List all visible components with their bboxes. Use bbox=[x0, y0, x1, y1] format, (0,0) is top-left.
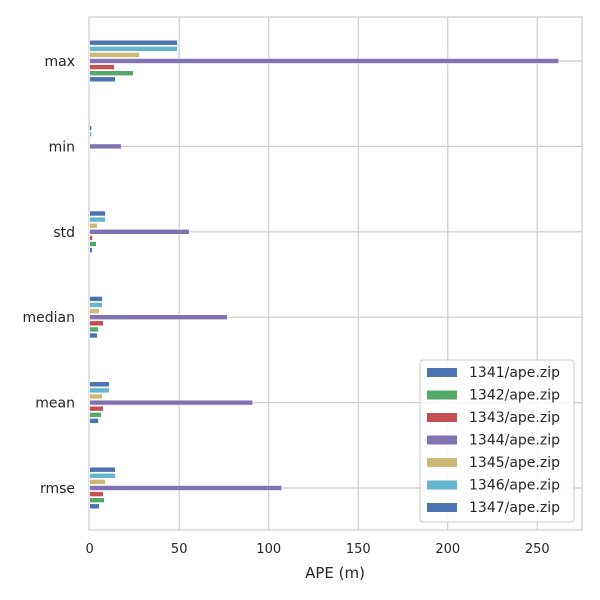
bar-1346-ape-zip-max bbox=[89, 45, 178, 52]
y-tick-label-median: median bbox=[23, 310, 75, 326]
bar-1347-ape-zip-mean bbox=[89, 381, 110, 388]
legend-swatch bbox=[427, 413, 457, 422]
bar-1343-ape-zip-min bbox=[89, 149, 91, 156]
bar-1344-ape-zip-max bbox=[89, 58, 560, 64]
bar-1342-ape-zip-std bbox=[89, 241, 97, 247]
bar-1346-ape-zip-mean bbox=[89, 387, 110, 394]
bar-1342-ape-zip-min bbox=[89, 155, 91, 162]
legend-swatch bbox=[427, 390, 457, 400]
bar-1347-ape-zip-std bbox=[89, 210, 106, 217]
bar-1345-ape-zip-mean bbox=[89, 393, 103, 400]
x-tick-label: 50 bbox=[171, 542, 188, 557]
bar-1343-ape-zip-rmse bbox=[89, 491, 104, 497]
x-tick-label: 200 bbox=[435, 542, 460, 557]
bar-1341-ape-zip-max bbox=[89, 76, 116, 83]
legend-label: 1341/ape.zip bbox=[469, 365, 560, 381]
legend-box bbox=[419, 359, 575, 523]
legend-label: 1343/ape.zip bbox=[469, 410, 560, 426]
bar-1347-ape-zip-max bbox=[89, 39, 178, 46]
bar-1341-ape-zip-mean bbox=[89, 418, 99, 424]
bar-1344-ape-zip-mean bbox=[89, 399, 254, 406]
bar-1343-ape-zip-std bbox=[89, 235, 93, 241]
bar-1342-ape-zip-median bbox=[89, 326, 99, 333]
legend-label: 1346/ape.zip bbox=[469, 478, 560, 494]
bar-1346-ape-zip-std bbox=[89, 216, 106, 223]
bar-1347-ape-zip-min bbox=[89, 125, 92, 131]
bar-1341-ape-zip-median bbox=[89, 332, 98, 339]
bar-1342-ape-zip-rmse bbox=[89, 497, 105, 504]
bar-1347-ape-zip-median bbox=[89, 296, 103, 302]
legend-swatch bbox=[427, 503, 457, 512]
bar-1343-ape-zip-mean bbox=[89, 405, 104, 412]
legend-swatch bbox=[427, 368, 457, 377]
bar-1345-ape-zip-median bbox=[89, 308, 100, 314]
bar-1347-ape-zip-rmse bbox=[89, 466, 116, 473]
legend: 1341/ape.zip 1342/ape.zip 1343/ape.zip 1344… bbox=[419, 359, 575, 523]
bar-1341-ape-zip-rmse bbox=[89, 503, 100, 510]
bar-1342-ape-zip-max bbox=[89, 70, 134, 76]
legend-label: 1344/ape.zip bbox=[469, 433, 560, 449]
bar-1341-ape-zip-std bbox=[89, 247, 93, 253]
legend-swatch bbox=[427, 435, 457, 445]
y-tick-label-max: max bbox=[44, 54, 75, 70]
bar-1344-ape-zip-min bbox=[89, 143, 122, 150]
bar-1345-ape-zip-std bbox=[89, 222, 98, 229]
bar-1342-ape-zip-mean bbox=[89, 411, 102, 418]
legend-label: 1342/ape.zip bbox=[469, 388, 560, 404]
legend-label: 1347/ape.zip bbox=[469, 500, 560, 516]
bar-1343-ape-zip-median bbox=[89, 320, 104, 327]
y-tick-label-rmse: rmse bbox=[40, 481, 75, 497]
bar-1346-ape-zip-rmse bbox=[89, 472, 116, 479]
bar-1346-ape-zip-min bbox=[89, 131, 92, 137]
y-tick-label-std: std bbox=[53, 225, 75, 241]
y-tick-label-mean: mean bbox=[35, 396, 75, 412]
legend-swatch bbox=[427, 480, 457, 490]
bar-1345-ape-zip-rmse bbox=[89, 479, 106, 485]
x-axis-label: APE (m) bbox=[305, 564, 365, 582]
bar-1344-ape-zip-rmse bbox=[89, 485, 283, 491]
x-tick-label: 0 bbox=[86, 542, 94, 557]
bar-1346-ape-zip-median bbox=[89, 302, 103, 308]
x-tick-label: 150 bbox=[346, 542, 371, 557]
bar-1341-ape-zip-min bbox=[89, 161, 91, 168]
bar-1344-ape-zip-std bbox=[89, 229, 190, 235]
legend-swatch bbox=[427, 458, 457, 467]
y-tick-label-min: min bbox=[49, 139, 75, 155]
bar-1345-ape-zip-max bbox=[89, 52, 140, 58]
legend-label: 1345/ape.zip bbox=[469, 455, 560, 471]
x-tick-label: 250 bbox=[525, 542, 550, 557]
x-tick-label: 100 bbox=[256, 542, 281, 557]
bar-1343-ape-zip-max bbox=[89, 64, 115, 70]
bar-1345-ape-zip-min bbox=[89, 137, 91, 144]
bar-1344-ape-zip-median bbox=[89, 314, 228, 321]
